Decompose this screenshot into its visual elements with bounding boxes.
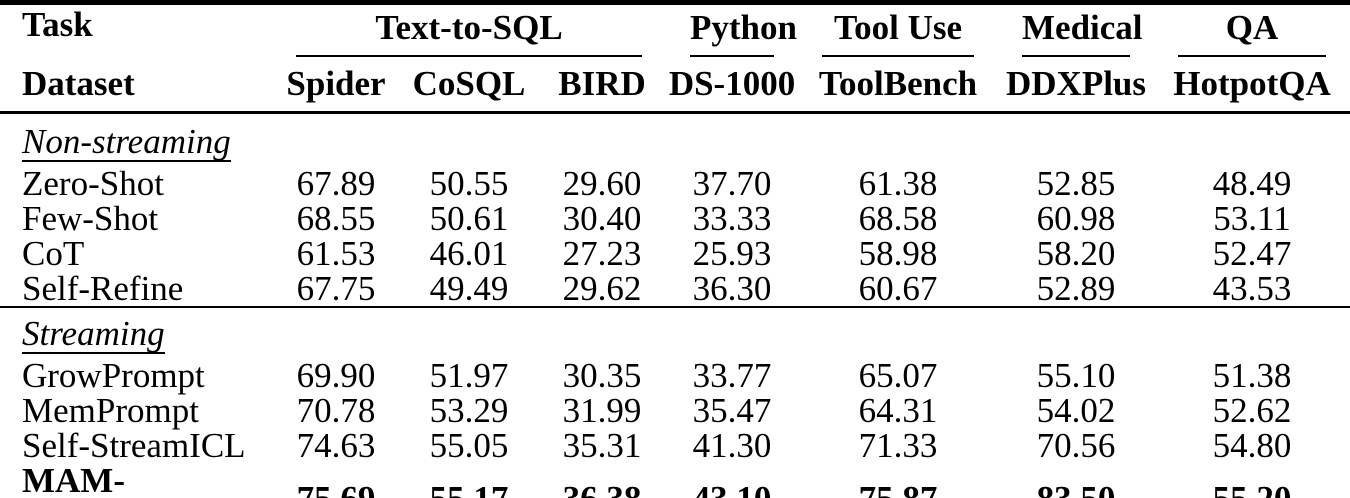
metric-cell: 61.53	[296, 234, 376, 273]
metric-cell: 75.87	[858, 478, 938, 498]
metric-cell: 36.38	[562, 478, 642, 498]
group-label: QA	[1225, 8, 1279, 47]
metric-cell: 35.47	[692, 391, 772, 430]
metric-cell: 27.23	[562, 234, 642, 273]
group-header-tool-use: Tool Use	[798, 3, 998, 57]
metric-cell: 55.05	[429, 426, 509, 465]
method-label: Self-Refine	[22, 269, 184, 308]
table-row-cot: CoT 61.53 46.01 27.23 25.93 58.98 58.20 …	[0, 236, 1350, 271]
task-header-row: Task Text-to-SQL Python Tool Use Medical…	[0, 3, 1350, 57]
group-header-text-to-sql: Text-to-SQL	[272, 3, 666, 57]
metric-cell: 52.47	[1212, 234, 1292, 273]
metric-cell: 50.61	[429, 199, 509, 238]
dataset-header-row: Dataset Spider CoSQL BIRD DS-1000 ToolBe…	[0, 57, 1350, 114]
dataset-col-header-bird: BIRD	[538, 57, 667, 114]
section-header-streaming: Streaming	[0, 306, 1350, 358]
table-row-self-refine: Self-Refine 67.75 49.49 29.62 36.30 60.6…	[0, 271, 1350, 307]
metric-cell: 61.38	[858, 164, 938, 203]
metric-cell: 43.53	[1212, 269, 1292, 308]
metric-cell: 46.01	[429, 234, 509, 273]
group-header-qa: QA	[1154, 3, 1350, 57]
metric-cell: 52.89	[1036, 269, 1116, 308]
metric-cell: 52.85	[1036, 164, 1116, 203]
table-row-zero-shot: Zero-Shot 67.89 50.55 29.60 37.70 61.38 …	[0, 166, 1350, 201]
method-label: MemPrompt	[22, 391, 199, 430]
metric-cell: 41.30	[692, 426, 772, 465]
metric-cell: 52.62	[1212, 391, 1292, 430]
metric-cell: 36.30	[692, 269, 772, 308]
metric-cell: 33.77	[692, 356, 772, 395]
metric-cell: 49.49	[429, 269, 509, 308]
dataset-col-header-cosql: CoSQL	[400, 57, 538, 114]
group-label: Python	[690, 8, 797, 47]
method-label: GrowPrompt	[22, 356, 205, 395]
dataset-header: Dataset	[0, 57, 272, 114]
metric-cell: 74.63	[296, 426, 376, 465]
metric-cell: 67.75	[296, 269, 376, 308]
metric-cell: 25.93	[692, 234, 772, 273]
dataset-col-header-toolbench: ToolBench	[798, 57, 999, 114]
dataset-col-header-ds1000: DS-1000	[666, 57, 799, 114]
table-row-few-shot: Few-Shot 68.55 50.61 30.40 33.33 68.58 6…	[0, 201, 1350, 236]
dataset-col-header-ddxplus: DDXPlus	[998, 57, 1155, 114]
metric-cell: 31.99	[562, 391, 642, 430]
metric-cell: 67.89	[296, 164, 376, 203]
group-header-medical: Medical	[998, 3, 1154, 57]
metric-cell: 58.20	[1036, 234, 1116, 273]
metric-cell: 53.29	[429, 391, 509, 430]
metric-cell: 33.33	[692, 199, 772, 238]
metric-cell: 55.17	[429, 478, 509, 498]
metric-cell: 30.35	[562, 356, 642, 395]
metric-cell: 75.69	[296, 478, 376, 498]
table-row-growprompt: GrowPrompt 69.90 51.97 30.35 33.77 65.07…	[0, 358, 1350, 393]
metric-cell: 55.20	[1212, 478, 1292, 498]
section-label: Streaming	[22, 314, 165, 354]
task-header: Task	[22, 5, 93, 44]
metric-cell: 68.55	[296, 199, 376, 238]
metric-cell: 54.80	[1212, 426, 1292, 465]
metric-cell: 37.70	[692, 164, 772, 203]
metric-cell: 48.49	[1212, 164, 1292, 203]
table-row-mam-streamicl: MAM-StreamICL 75.69 55.17 36.38 43.10 75…	[0, 463, 1350, 498]
table-row-self-streamicl: Self-StreamICL 74.63 55.05 35.31 41.30 7…	[0, 428, 1350, 463]
metric-cell: 83.50	[1036, 478, 1116, 498]
method-label: CoT	[22, 234, 85, 273]
method-label: Self-StreamICL	[22, 426, 246, 465]
metric-cell: 53.11	[1213, 199, 1291, 238]
group-header-python: Python	[666, 3, 798, 57]
method-label: Few-Shot	[22, 199, 159, 238]
method-label: Zero-Shot	[22, 164, 164, 203]
metric-cell: 51.97	[429, 356, 509, 395]
metric-cell: 60.67	[858, 269, 938, 308]
dataset-col-header-spider: Spider	[272, 57, 400, 114]
metric-cell: 35.31	[562, 426, 642, 465]
metric-cell: 70.78	[296, 391, 376, 430]
metric-cell: 30.40	[562, 199, 642, 238]
metric-cell: 54.02	[1036, 391, 1116, 430]
table-row-memprompt: MemPrompt 70.78 53.29 31.99 35.47 64.31 …	[0, 393, 1350, 428]
section-header-non-streaming: Non-streaming	[0, 113, 1350, 167]
metric-cell: 69.90	[296, 356, 376, 395]
metric-cell: 70.56	[1036, 426, 1116, 465]
dataset-col-header-hotpotqa: HotpotQA	[1154, 57, 1350, 114]
metric-cell: 50.55	[429, 164, 509, 203]
metric-cell: 71.33	[858, 426, 938, 465]
group-label: Tool Use	[833, 8, 963, 47]
method-label: MAM-StreamICL	[22, 461, 126, 498]
metric-cell: 29.62	[562, 269, 642, 308]
metric-cell: 60.98	[1036, 199, 1116, 238]
group-label: Medical	[1022, 8, 1143, 47]
metric-cell: 68.58	[858, 199, 938, 238]
section-label: Non-streaming	[22, 122, 231, 162]
metric-cell: 65.07	[858, 356, 938, 395]
metric-cell: 64.31	[858, 391, 938, 430]
metric-cell: 55.10	[1036, 356, 1116, 395]
metric-cell: 29.60	[562, 164, 642, 203]
group-label: Text-to-SQL	[375, 8, 563, 47]
metric-cell: 51.38	[1212, 356, 1292, 395]
metric-cell: 58.98	[858, 234, 938, 273]
metric-cell: 43.10	[692, 478, 772, 498]
